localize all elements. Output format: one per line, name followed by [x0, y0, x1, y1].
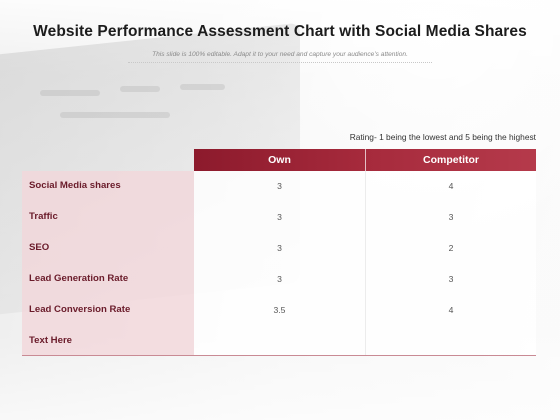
- table-header: Own Competitor: [194, 149, 536, 171]
- header-divider: [365, 149, 366, 171]
- row-label: Traffic: [29, 211, 58, 222]
- table-bottom-rule: [22, 355, 536, 356]
- header-competitor: Competitor: [423, 154, 479, 166]
- row-label: Social Media shares: [29, 180, 121, 191]
- header-own: Own: [268, 154, 291, 166]
- cell-competitor: 2: [448, 243, 454, 253]
- background-decoration: [60, 112, 170, 118]
- cell-own: [194, 332, 365, 350]
- background-decoration: [40, 90, 100, 96]
- cell-own: 3: [277, 181, 282, 191]
- cell-own: 3: [277, 212, 282, 222]
- cell-competitor: 4: [448, 181, 454, 191]
- rating-note: Rating- 1 being the lowest and 5 being t…: [349, 132, 536, 142]
- cell-own: 3.5: [273, 305, 286, 315]
- cell-competitor: 4: [448, 305, 454, 315]
- page-subtitle: This slide is 100% editable. Adapt it to…: [152, 51, 408, 58]
- page-title: Website Performance Assessment Chart wit…: [33, 23, 527, 40]
- column-divider: [365, 171, 366, 356]
- subtitle-divider: [128, 62, 432, 63]
- row-label: SEO: [29, 242, 50, 253]
- cell-competitor: 3: [448, 274, 454, 284]
- assessment-table: Own Competitor Social Media shares 3 4 T…: [22, 149, 536, 356]
- row-label: Text Here: [29, 335, 73, 346]
- row-label: Lead Generation Rate: [29, 273, 129, 284]
- cell-competitor: 3: [448, 212, 454, 222]
- row-label-column: [22, 171, 194, 356]
- cell-competitor: [366, 332, 536, 350]
- background-decoration: [120, 86, 160, 92]
- cell-own: 3: [277, 274, 282, 284]
- row-label: Lead Conversion Rate: [29, 304, 131, 315]
- background-decoration: [180, 84, 225, 90]
- cell-own: 3: [277, 243, 282, 253]
